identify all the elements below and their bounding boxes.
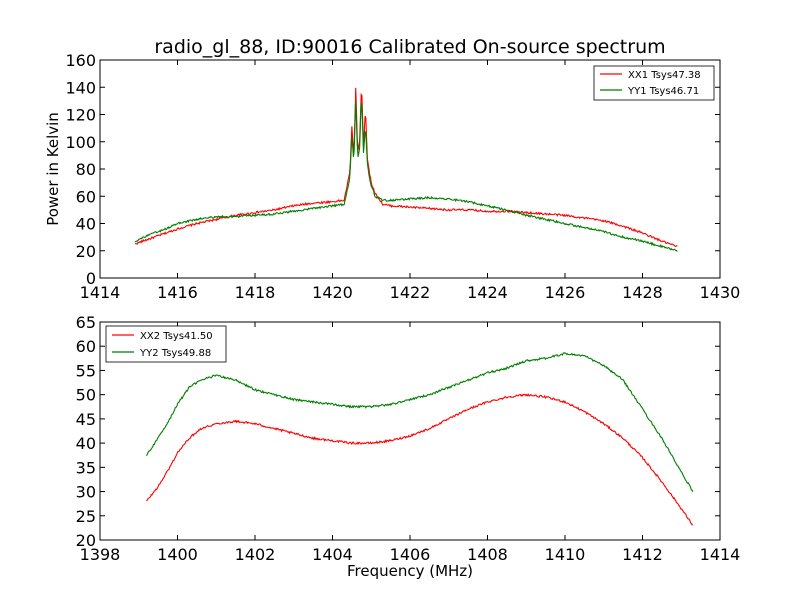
- bottom-y-tick-label: 55: [76, 361, 96, 380]
- top-x-tick-label: 1422: [390, 283, 431, 302]
- bottom-x-tick-label: 1414: [700, 545, 741, 564]
- top-plot: 1414 1416 1418 1420 1422 1424 1426 1428 1430 0 20…: [44, 51, 740, 302]
- bottom-y-tick-label: 20: [76, 531, 96, 550]
- bottom-y-tick-label: 60: [76, 337, 96, 356]
- top-y-ticks: 0 20 40 60 80 100 120 140 160: [65, 51, 720, 288]
- bottom-y-tick-label: 65: [76, 313, 96, 332]
- top-y-tick-label: 160: [65, 51, 96, 70]
- top-y-tick-label: 40: [76, 215, 96, 234]
- top-x-ticks: 1414 1416 1418 1420 1422 1424 1426 1428 1430: [80, 60, 741, 302]
- top-plot-lines: [134, 87, 678, 252]
- bottom-plot: 1398 1400 1402 1404 1406 1408 1410 1412 1414 202…: [76, 313, 741, 580]
- top-y-axis-label: Power in Kelvin: [44, 112, 62, 226]
- bottom-x-tick-label: 1398: [80, 545, 121, 564]
- bottom-x-tick-label: 1400: [157, 545, 198, 564]
- bottom-plot-lines: [146, 352, 694, 526]
- top-x-tick-label: 1430: [700, 283, 741, 302]
- top-legend-box: [593, 65, 715, 101]
- bottom-series-line-0: [146, 392, 693, 526]
- bottom-x-tick-label: 1406: [390, 545, 431, 564]
- top-series-line-0: [134, 87, 678, 248]
- bottom-y-tick-label: 40: [76, 434, 96, 453]
- top-x-tick-label: 1414: [80, 283, 121, 302]
- top-x-tick-label: 1418: [235, 283, 276, 302]
- top-y-tick-label: 0: [86, 269, 96, 288]
- top-y-tick-label: 140: [65, 78, 96, 97]
- top-legend-label-xx1: XX1 Tsys47.38: [628, 70, 701, 81]
- top-y-tick-label: 120: [65, 106, 96, 125]
- bottom-y-ticks: 20 25 30 35 40 45 50 55 60 65: [76, 313, 720, 550]
- bottom-legend-label-xx2: XX2 Tsys41.50: [140, 331, 213, 342]
- bottom-x-ticks: 1398 1400 1402 1404 1406 1408 1410 1412 1414: [80, 322, 741, 564]
- bottom-series-line-1: [146, 352, 694, 493]
- top-y-tick-label: 60: [76, 187, 96, 206]
- bottom-x-tick-label: 1404: [312, 545, 353, 564]
- bottom-x-tick-label: 1402: [235, 545, 276, 564]
- bottom-y-tick-label: 45: [76, 410, 96, 429]
- top-y-tick-label: 100: [65, 133, 96, 152]
- bottom-y-tick-label: 25: [76, 507, 96, 526]
- top-x-tick-label: 1420: [312, 283, 353, 302]
- bottom-x-tick-label: 1408: [467, 545, 508, 564]
- top-x-tick-label: 1424: [467, 283, 508, 302]
- bottom-y-tick-label: 30: [76, 483, 96, 502]
- bottom-y-tick-label: 50: [76, 386, 96, 405]
- top-legend: XX1 Tsys47.38 YY1 Tsys46.71: [593, 65, 715, 101]
- top-series-line-1: [134, 100, 678, 252]
- top-y-tick-label: 20: [76, 242, 96, 261]
- bottom-x-tick-label: 1410: [545, 545, 586, 564]
- top-y-tick-label: 80: [76, 160, 96, 179]
- bottom-legend: XX2 Tsys41.50 YY2 Tsys49.88: [105, 325, 227, 363]
- top-legend-label-yy1: YY1 Tsys46.71: [627, 86, 699, 97]
- bottom-legend-label-yy2: YY2 Tsys49.88: [139, 348, 211, 359]
- bottom-x-axis-label: Frequency (MHz): [347, 562, 473, 580]
- top-x-tick-label: 1428: [622, 283, 663, 302]
- top-x-tick-label: 1426: [545, 283, 586, 302]
- bottom-x-tick-label: 1412: [622, 545, 663, 564]
- top-x-tick-label: 1416: [157, 283, 198, 302]
- chart-title: radio_gl_88, ID:90016 Calibrated On-sour…: [154, 36, 665, 58]
- bottom-legend-box: [105, 325, 227, 363]
- bottom-y-tick-label: 35: [76, 458, 96, 477]
